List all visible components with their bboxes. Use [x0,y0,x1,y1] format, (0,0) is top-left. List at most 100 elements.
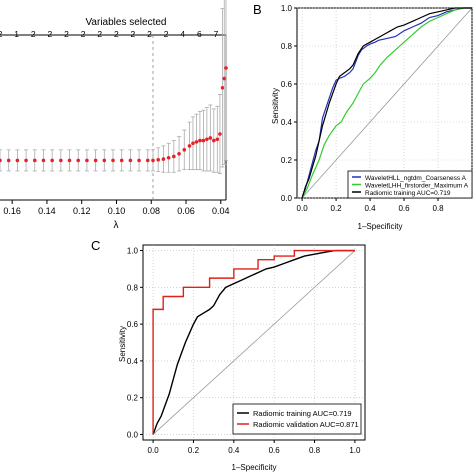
top-tick-label: 7 [214,29,219,39]
legend-box [347,170,473,199]
data-point [32,158,37,163]
top-tick-label: 2 [131,29,136,39]
data-point [59,158,63,163]
data-point [50,158,54,163]
y-tick-label: 0.0 [127,430,139,439]
y-tick-label: 0.4 [127,357,139,366]
legend-label: WaveletLHH_firstorder_Maximum A [365,183,469,190]
roc-curve-0 [301,7,472,199]
data-point [224,66,228,70]
top-tick-label: 2 [97,29,102,39]
top-tick-label: 2 [31,29,36,39]
x-tick-label: 1.0 [349,446,361,455]
y-tick-label: 0.0 [281,194,293,203]
x-tick-label: 0.8 [432,204,444,213]
y-tick-label: 0.6 [281,80,293,89]
data-point [76,158,81,163]
x-tick-label: 0.8 [309,446,321,455]
x-tick-label: 0.06 [177,206,195,216]
roc-panel-b: B 0.0 0.2 0.4 0.6 0.8 0.0 0.2 0.4 0.6 0.8 1.0 Wavel… [253,2,473,231]
legend-label: Radiomic validation AUC=0.871 [253,420,359,429]
data-point [128,158,133,163]
legend-label: Radiomic training AUC=0.719 [365,190,451,197]
roc-curve-0 [152,249,355,435]
y-tick-label: 0.8 [281,42,293,51]
x-tick-label: 0.10 [108,206,126,216]
legend: Radiomic training AUC=0.719 Radiomic vali… [232,403,362,435]
x-tick-label: 0.4 [364,204,376,213]
data-point [93,158,98,163]
x-tick-label: 0.2 [188,446,200,455]
panel-c-ylabel: Sensitivity [118,326,127,362]
data-point [15,158,20,163]
y-tick-label: 0.6 [127,320,139,329]
data-point [218,132,222,136]
y-tick-label: 0.4 [281,118,293,127]
data-point [220,86,225,90]
x-tick-label: 0.14 [38,206,56,216]
x-tick-label: 0.16 [3,206,21,216]
top-tick-label: 2 [0,29,3,39]
y-tick-label: 0.2 [127,394,139,403]
data-point [6,158,11,163]
top-tick-label: 2 [47,29,52,39]
data-point [208,136,213,140]
top-tick-label: 2 [164,29,169,39]
reference-diagonal [152,250,356,435]
data-point [182,148,187,152]
data-point [85,158,89,163]
data-point [67,158,72,163]
roc-panel-c: C 0.0 0.2 0.4 0.6 0.8 1.0 0.0 0.2 0.4 0.6 0.8 1.0 Ra… [91,238,366,472]
top-tick-label: 2 [147,29,152,39]
data-point [222,76,227,81]
x-tick-label: 0.6 [269,446,281,455]
roc-curve-2 [301,7,472,199]
x-tick-label: 0.0 [297,204,309,213]
data-point [24,158,28,163]
x-tick-label: 0.6 [398,204,410,213]
x-tick-label: 0.08 [142,206,160,216]
data-point [177,152,181,156]
data-point [156,157,160,162]
data-point [151,158,155,163]
x-tick-label: 0.2 [331,204,343,213]
panel-b-ylabel: Sensitivity [271,88,280,124]
x-tick-label: 0.0 [148,446,160,455]
data-point [137,158,141,163]
top-tick-label: 6 [197,29,202,39]
top-tick-label: 2 [64,29,69,39]
legend: WaveletHLL_ngtdm_Coarseness AWaveletLHH_… [347,170,473,199]
reference-diagonal [301,7,473,199]
panel-a-xlabel: λ [114,220,119,231]
y-tick-label: 1.0 [127,247,139,256]
data-point [0,158,2,163]
data-point [172,154,176,159]
data-point [187,144,192,148]
data-point [191,141,195,146]
panel-c-letter: C [91,238,100,253]
y-tick-label: 0.2 [281,156,293,165]
data-point [111,158,115,163]
data-point [201,138,206,143]
panel-b-letter: B [253,2,262,17]
y-tick-label: 0.8 [127,283,139,292]
data-point [205,137,209,142]
y-tick-label: 1.0 [281,4,293,13]
roc-curve-1 [152,249,355,435]
data-point [212,138,216,143]
x-tick-label: 0.04 [212,206,230,216]
x-tick-label: 0.4 [228,446,240,455]
panel-a-title: Variables selected [86,17,167,28]
panel-c-xlabel: 1–Specificity [232,463,277,472]
lasso-panel: Variables selected 2 1 2 2 2 2 2 2 2 2 2 4 6 7 0.16 0.… [0,0,230,231]
x-tick-label: 0.12 [73,206,91,216]
panel-b-xlabel: 1–Specificity [358,222,403,231]
data-point [161,157,166,161]
top-tick-label: 4 [180,29,185,39]
data-point [166,155,171,160]
top-tick-label: 2 [114,29,119,39]
data-point [194,140,199,144]
data-point [198,138,202,143]
top-tick-label: 2 [81,29,86,39]
